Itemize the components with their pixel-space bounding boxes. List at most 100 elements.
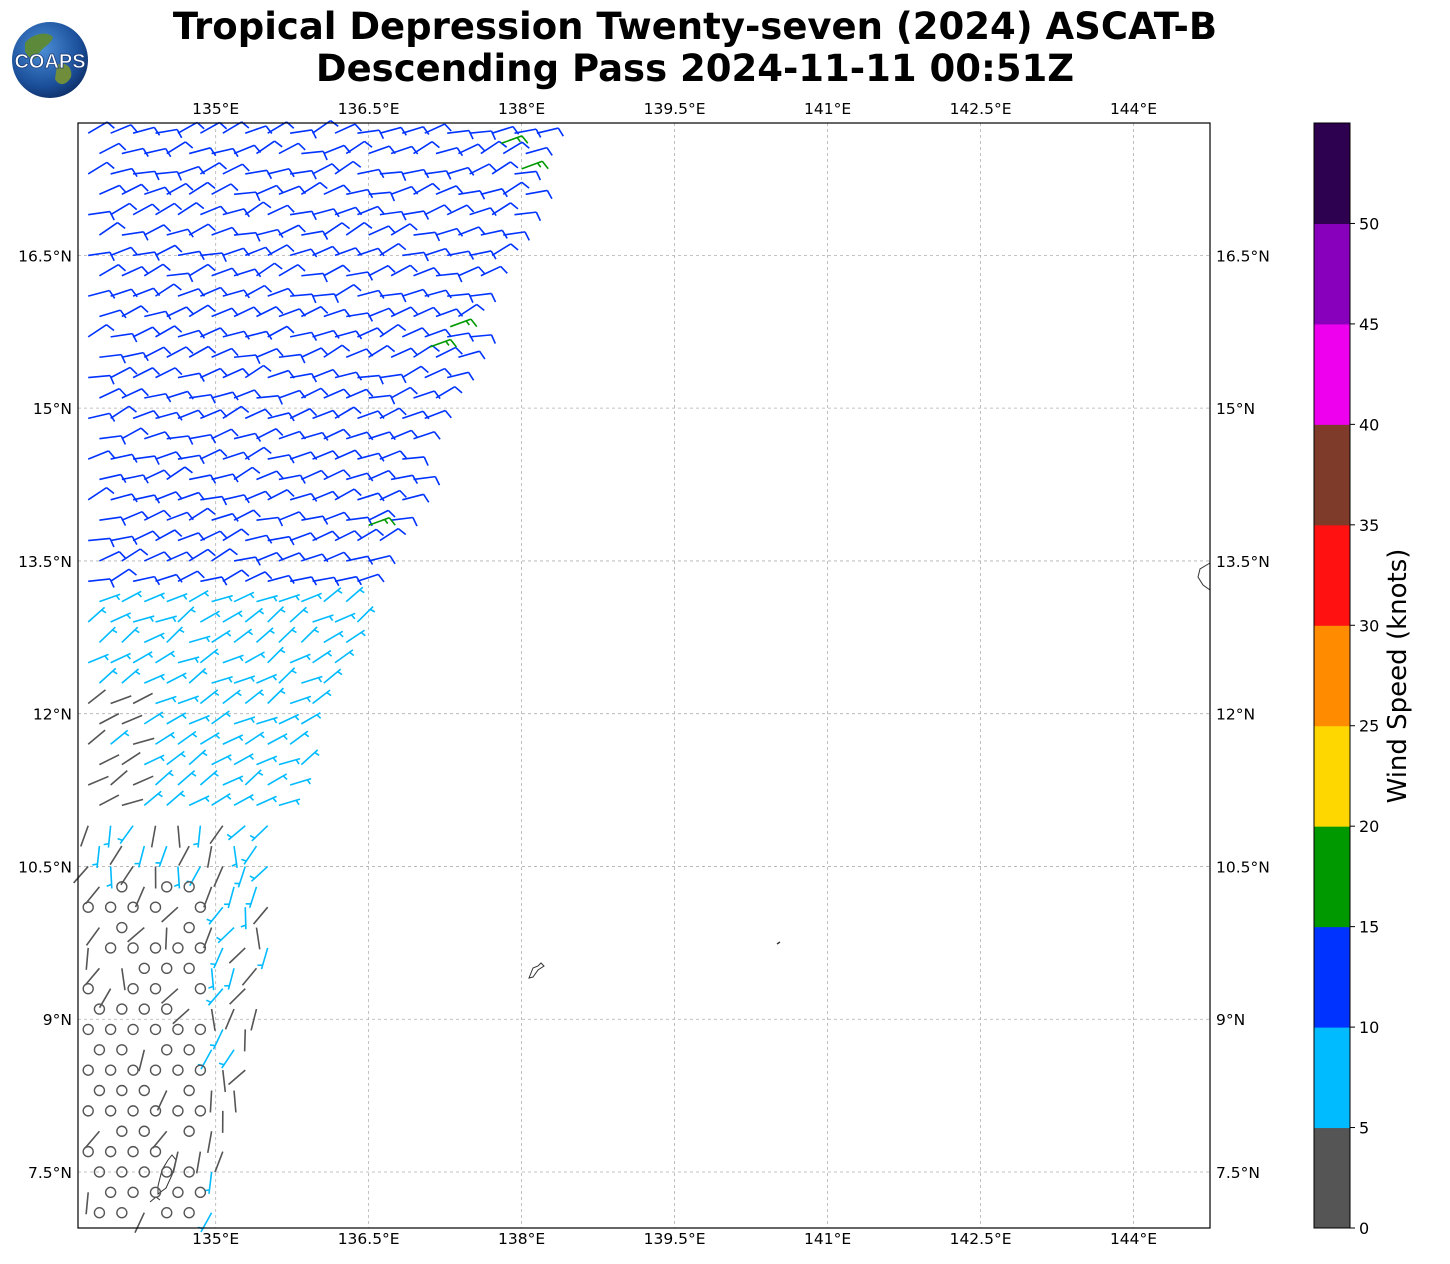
colorbar-tick-label: 0 bbox=[1359, 1219, 1369, 1238]
lat-tick-label-right: 10.5°N bbox=[1216, 858, 1270, 876]
wind-barb bbox=[256, 428, 284, 440]
wind-barb bbox=[110, 332, 138, 343]
wind-barb bbox=[87, 450, 116, 460]
wind-barb bbox=[435, 146, 464, 157]
wind-barb bbox=[211, 226, 239, 236]
wind-barb bbox=[233, 354, 261, 365]
wind-barb bbox=[413, 182, 441, 195]
wind-barb bbox=[200, 530, 228, 542]
wind-barb bbox=[278, 593, 301, 603]
wind-barb bbox=[345, 221, 373, 236]
wind-barb bbox=[177, 491, 206, 501]
wind-barb bbox=[209, 825, 224, 845]
calm-circle bbox=[161, 1003, 173, 1015]
calm-circle bbox=[149, 901, 162, 913]
wind-barb bbox=[99, 309, 127, 319]
wind-barb bbox=[256, 306, 284, 318]
wind-barb bbox=[200, 409, 228, 420]
calm-circle bbox=[82, 1105, 94, 1117]
wind-barb bbox=[401, 365, 429, 379]
wind-barb bbox=[233, 1090, 237, 1113]
wind-barb bbox=[424, 328, 452, 338]
wind-barb bbox=[222, 689, 242, 705]
calm-circle bbox=[161, 1166, 173, 1178]
wind-barb bbox=[155, 325, 183, 338]
wind-barb bbox=[121, 751, 141, 766]
wind-barb bbox=[368, 264, 396, 277]
wind-barb bbox=[73, 865, 89, 884]
wind-barb bbox=[164, 927, 168, 950]
wind-barb bbox=[458, 350, 486, 360]
wind-barb bbox=[110, 124, 138, 134]
colorbar-frame bbox=[1313, 122, 1351, 1229]
colorbar-segment bbox=[1314, 424, 1350, 526]
wind-barb bbox=[402, 456, 429, 466]
wind-barb bbox=[121, 388, 149, 399]
wind-barb bbox=[491, 202, 519, 216]
wind-barb bbox=[402, 251, 429, 262]
wind-barb bbox=[345, 140, 373, 155]
calm-circle bbox=[104, 1145, 117, 1158]
wind-barb bbox=[132, 692, 153, 705]
wind-barb bbox=[312, 450, 340, 460]
calm-circle bbox=[138, 962, 150, 974]
calm-circle bbox=[127, 1023, 139, 1036]
wind-barb bbox=[132, 170, 160, 181]
wind-barb bbox=[224, 886, 235, 909]
wind-barb bbox=[132, 615, 155, 623]
wind-barb bbox=[240, 907, 247, 930]
wind-barb bbox=[224, 968, 235, 990]
wind-barb bbox=[134, 845, 146, 868]
wind-barb bbox=[357, 410, 385, 420]
wind-barb bbox=[177, 329, 206, 339]
coaps-logo: COAPS bbox=[12, 22, 88, 98]
wind-barb bbox=[166, 672, 187, 684]
calm-circle bbox=[104, 1064, 117, 1076]
wind-barb bbox=[312, 530, 340, 542]
wind-barb bbox=[200, 448, 228, 460]
wind-barb bbox=[132, 737, 155, 746]
wind-barb bbox=[173, 866, 181, 889]
wind-barb bbox=[166, 790, 186, 806]
wind-barb bbox=[121, 305, 149, 318]
chart-title-line-2: Descending Pass 2024-11-11 00:51Z bbox=[315, 47, 1075, 90]
wind-barb bbox=[99, 593, 121, 603]
calm-circle bbox=[82, 982, 94, 995]
wind-barb bbox=[143, 790, 163, 806]
wind-barb bbox=[356, 605, 376, 623]
wind-barb bbox=[233, 389, 262, 399]
wind-barb bbox=[289, 606, 309, 623]
wind-barb bbox=[134, 1212, 146, 1233]
wind-barb bbox=[155, 650, 176, 664]
wind-barb bbox=[188, 635, 211, 644]
wind-barb bbox=[155, 411, 183, 421]
wind-barb bbox=[368, 517, 396, 527]
wind-barb bbox=[199, 121, 228, 134]
wind-barb bbox=[132, 251, 160, 261]
wind-barb bbox=[379, 323, 407, 338]
wind-barb bbox=[536, 127, 565, 137]
wind-barb bbox=[346, 312, 374, 322]
wind-barb bbox=[99, 794, 120, 807]
wind-barb bbox=[205, 988, 224, 1006]
wind-barb bbox=[199, 732, 221, 745]
wind-barb bbox=[245, 534, 273, 544]
wind-barb bbox=[155, 845, 168, 868]
wind-barb bbox=[224, 1008, 235, 1030]
wind-barb bbox=[312, 329, 340, 339]
wind-barb bbox=[110, 246, 138, 257]
wind-barb bbox=[188, 667, 208, 684]
calm-circle bbox=[194, 982, 207, 995]
wind-barb bbox=[188, 263, 216, 277]
wind-barb bbox=[525, 189, 553, 200]
lon-tick-label-top: 138°E bbox=[498, 100, 545, 118]
wind-barbs bbox=[73, 119, 565, 1233]
lat-tick-label-left: 12°N bbox=[33, 706, 72, 724]
wind-barb bbox=[110, 405, 137, 420]
wind-barb bbox=[233, 432, 262, 442]
lon-tick-label-top: 135°E bbox=[192, 100, 239, 118]
wind-barb bbox=[99, 184, 127, 196]
map-gridlines bbox=[78, 123, 1210, 1228]
wind-barb bbox=[211, 710, 231, 725]
wind-barb bbox=[290, 293, 317, 304]
